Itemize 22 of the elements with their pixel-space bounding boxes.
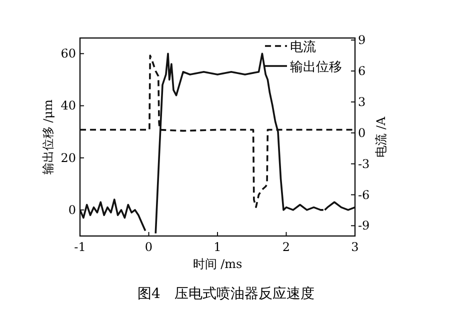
y-tick-label: 40 xyxy=(60,98,76,113)
x-tick-label: 3 xyxy=(351,240,359,254)
y2-tick-label: -9 xyxy=(358,218,370,233)
legend-label: 电流 xyxy=(290,39,316,55)
y-tick-label: 60 xyxy=(60,46,76,61)
x-tick-label: 0 xyxy=(144,240,153,254)
x-tick-label: 2 xyxy=(282,240,290,254)
y-axis-title: 输出位移 /μm xyxy=(41,98,55,175)
y2-axis-title: 电流 /A xyxy=(374,116,388,158)
y2-tick-label: 3 xyxy=(358,94,366,109)
x-tick-label: 1 xyxy=(214,240,222,254)
y-tick-label: 20 xyxy=(60,150,76,165)
x-tick-label: -1 xyxy=(74,240,86,254)
y2-tick-label: 9 xyxy=(358,33,366,48)
x-axis-title: 时间 /ms xyxy=(192,257,242,271)
caption: 图4 压电式喷油器反应速度 xyxy=(138,286,314,302)
y2-tick-label: 6 xyxy=(358,64,366,78)
y2-tick-label: -6 xyxy=(358,188,370,202)
y2-tick-label: 0 xyxy=(358,126,366,140)
y-tick-label: 0 xyxy=(68,202,76,217)
y2-tick-label: -3 xyxy=(358,156,370,171)
legend-label: 输出位移 xyxy=(290,60,342,75)
